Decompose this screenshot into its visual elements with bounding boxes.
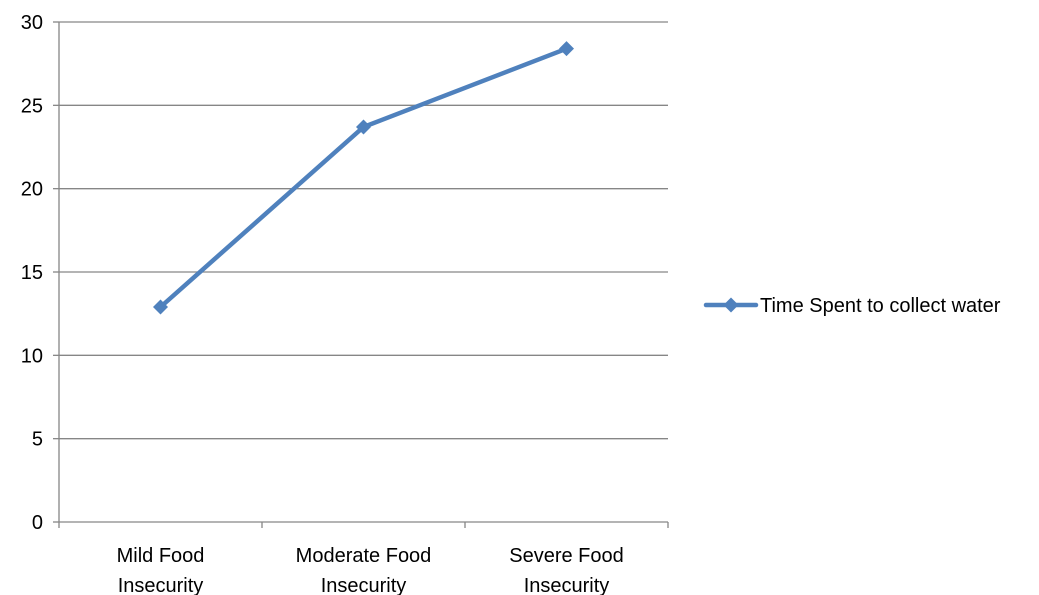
y-axis-ticks: 0 5 10 15 20 25 30: [21, 12, 59, 534]
y-tick-label: 20: [21, 179, 43, 201]
x-tick-label: Severe Food Insecurity: [509, 545, 624, 595]
legend-marker: [723, 297, 739, 313]
legend: Time Spent to collect water: [703, 295, 1001, 317]
data-point: [356, 119, 371, 135]
x-tick-label: Mild Food Insecurity: [117, 545, 205, 595]
y-tick-label: 10: [21, 345, 43, 367]
x-tick-label: Moderate Food Insecurity: [296, 545, 432, 595]
legend-label: Time Spent to collect water: [760, 295, 1001, 317]
y-tick-label: 15: [21, 262, 43, 284]
series-group: [153, 41, 574, 315]
gridlines: [59, 21, 668, 440]
y-tick-label: 5: [32, 429, 43, 451]
x-axis-ticks: Mild Food Insecurity Moderate Food Insecuri…: [58, 522, 669, 595]
data-point: [559, 41, 574, 57]
y-tick-label: 25: [21, 95, 43, 117]
y-tick-label: 0: [32, 512, 43, 534]
data-point: [153, 299, 168, 315]
y-tick-label: 30: [21, 12, 43, 34]
series-line: [158, 46, 569, 310]
